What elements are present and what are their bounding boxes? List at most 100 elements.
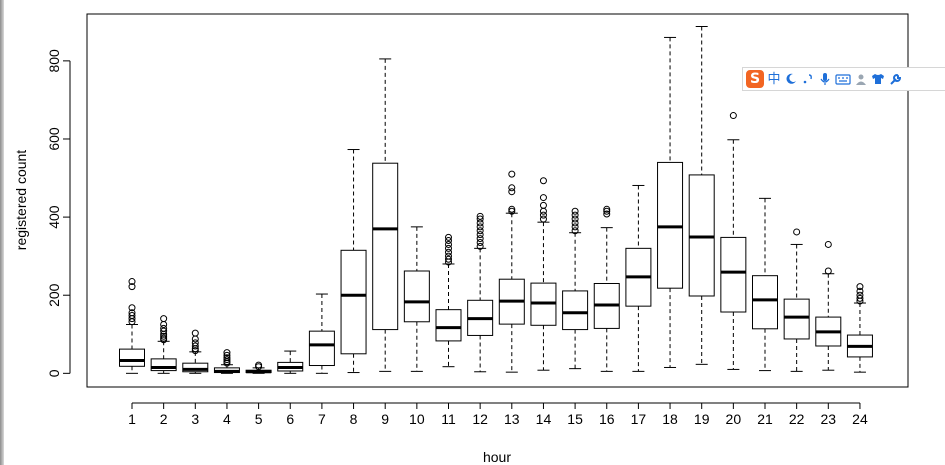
x-tick-label: 5 — [255, 411, 263, 427]
outlier-point — [223, 351, 231, 359]
iqr-box — [435, 309, 462, 342]
x-tick-label: 21 — [757, 411, 773, 427]
y-axis: 0 200 400 600 800 — [46, 49, 71, 377]
box-hour-1 — [119, 278, 145, 374]
box-hour-18 — [657, 36, 684, 368]
outlier-point — [571, 227, 579, 235]
outlier-point — [445, 237, 452, 245]
box-hour-7 — [308, 293, 335, 374]
microphone-icon[interactable] — [818, 70, 832, 88]
window-edge — [0, 0, 4, 465]
box-hour-5 — [245, 361, 272, 374]
box-hour-21 — [752, 197, 778, 372]
outlier-point — [508, 170, 516, 178]
outlier-point — [603, 205, 611, 213]
iqr-box — [340, 249, 367, 355]
outlier-point — [856, 287, 864, 295]
x-tick-label: 4 — [223, 411, 231, 427]
outlier-point — [824, 267, 832, 275]
outlier-point — [128, 278, 136, 286]
outlier-point — [223, 354, 231, 362]
outlier-point — [476, 219, 484, 227]
moon-icon[interactable] — [784, 70, 798, 88]
outlier-point — [508, 184, 516, 192]
outlier-point — [255, 361, 263, 369]
outlier-point — [191, 329, 199, 337]
x-tick-label: 23 — [821, 411, 837, 427]
box-hour-11 — [435, 233, 462, 368]
outlier-point — [445, 233, 452, 241]
iqr-box — [657, 161, 684, 289]
outlier-point — [128, 283, 136, 291]
outlier-point — [476, 235, 484, 243]
outlier-point — [729, 112, 737, 120]
box-hour-24 — [846, 283, 873, 373]
ime-language-toggle[interactable]: 中 — [767, 71, 781, 87]
outlier-point — [539, 177, 547, 185]
box-hour-12 — [467, 212, 494, 373]
outlier-point — [856, 291, 864, 299]
x-tick-label: 20 — [726, 411, 742, 427]
outlier-point — [476, 227, 484, 235]
x-tick-label: 3 — [191, 411, 199, 427]
outlier-point — [445, 248, 452, 256]
outlier-point — [603, 207, 611, 215]
y-tick-label: 0 — [46, 369, 62, 377]
outlier-point — [539, 211, 547, 219]
keyboard-icon[interactable] — [835, 70, 851, 88]
iqr-box — [688, 174, 715, 297]
outlier-point — [445, 255, 452, 263]
outlier-point — [476, 231, 484, 239]
box-hour-8 — [340, 149, 367, 374]
y-tick-label: 400 — [46, 205, 62, 229]
outlier-point — [476, 223, 484, 231]
y-tick-label: 800 — [46, 49, 62, 73]
x-tick-label: 8 — [350, 411, 358, 427]
box-hour-6 — [277, 350, 304, 374]
x-tick-label: 9 — [381, 411, 389, 427]
iqr-box — [562, 290, 589, 331]
outlier-point — [191, 339, 199, 347]
x-tick-label: 24 — [852, 411, 868, 427]
x-tick-label: 17 — [631, 411, 647, 427]
x-tick-label: 19 — [694, 411, 710, 427]
outlier-point — [539, 201, 547, 209]
x-axis: 1 2 3 4 5 6 7 8 9 10 11 12 13 14 15 16 17 18 19 20 21 22 23 24 — [128, 402, 868, 427]
iqr-box — [720, 236, 747, 313]
x-tick-label: 15 — [567, 411, 583, 427]
outlier-point — [160, 327, 168, 335]
ime-toolbar[interactable]: S 中 — [742, 67, 945, 91]
outlier-point — [476, 238, 484, 246]
outlier-point — [191, 342, 199, 350]
outlier-point — [508, 207, 516, 215]
outlier-point — [856, 294, 864, 302]
outlier-point — [476, 212, 484, 220]
outlier-point — [191, 347, 199, 355]
iqr-box — [308, 330, 335, 367]
box-hour-14 — [530, 177, 557, 371]
outlier-point — [445, 244, 452, 252]
iqr-box — [752, 275, 778, 330]
iqr-box — [783, 298, 810, 340]
y-tick-label: 600 — [46, 127, 62, 151]
shirt-icon[interactable] — [871, 70, 885, 88]
outlier-point — [160, 321, 168, 329]
box-hour-20 — [720, 112, 747, 370]
box-hour-23 — [815, 240, 842, 371]
outlier-point — [223, 349, 231, 357]
ime-logo-icon[interactable]: S — [746, 70, 764, 88]
box-hour-9 — [372, 58, 399, 372]
punctuation-icon[interactable] — [801, 70, 815, 88]
user-icon[interactable] — [854, 70, 868, 88]
iqr-box — [182, 362, 209, 373]
box-hour-19 — [688, 25, 715, 365]
iqr-box — [119, 348, 145, 367]
x-tick-label: 14 — [536, 411, 552, 427]
box-hour-13 — [498, 170, 525, 373]
outlier-point — [793, 228, 801, 236]
outlier-point — [824, 240, 832, 248]
wrench-icon[interactable] — [888, 70, 902, 88]
outlier-point — [571, 219, 579, 227]
x-tick-label: 7 — [318, 411, 326, 427]
box-hour-10 — [403, 226, 430, 372]
